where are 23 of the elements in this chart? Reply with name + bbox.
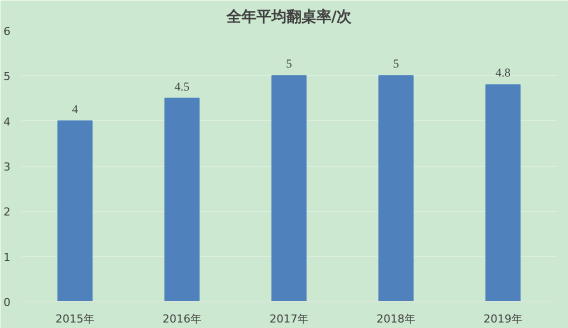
x-tick-label: 2017年 — [270, 312, 309, 326]
bar — [271, 75, 307, 302]
data-label: 5 — [393, 56, 399, 71]
y-tick-label: 5 — [4, 70, 10, 84]
y-tick-label: 3 — [4, 160, 10, 174]
bar — [378, 75, 414, 302]
y-tick-label: 1 — [4, 250, 10, 264]
bar — [57, 120, 93, 302]
x-tick-label: 2018年 — [376, 312, 416, 326]
bar — [485, 84, 521, 302]
y-tick-label: 4 — [4, 115, 10, 128]
x-tick-label: 2015年 — [56, 312, 95, 326]
data-label: 4.8 — [496, 66, 510, 80]
x-tick-label: 2016年 — [162, 312, 202, 326]
x-tick-label: 2019年 — [484, 312, 523, 326]
bar — [164, 98, 200, 302]
y-tick-label: 6 — [4, 25, 10, 38]
data-label: 4.5 — [174, 79, 190, 94]
data-label: 5 — [286, 56, 292, 71]
chart-title: 全年平均翻桌率/次 — [225, 8, 353, 26]
data-label: 4 — [72, 102, 78, 116]
y-tick-label: 0 — [4, 296, 10, 309]
y-tick-label: 2 — [4, 206, 10, 219]
